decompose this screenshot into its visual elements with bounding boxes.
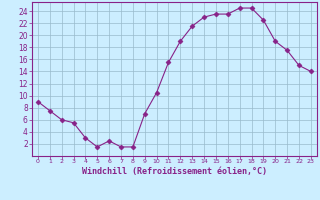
X-axis label: Windchill (Refroidissement éolien,°C): Windchill (Refroidissement éolien,°C)	[82, 167, 267, 176]
